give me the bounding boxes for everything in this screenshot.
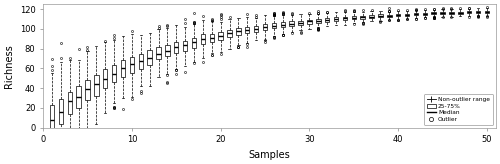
- PathPatch shape: [103, 69, 108, 88]
- PathPatch shape: [307, 20, 312, 24]
- PathPatch shape: [440, 12, 445, 14]
- PathPatch shape: [192, 38, 196, 48]
- PathPatch shape: [94, 75, 98, 95]
- PathPatch shape: [200, 34, 205, 44]
- PathPatch shape: [342, 17, 347, 20]
- PathPatch shape: [325, 18, 330, 22]
- PathPatch shape: [449, 12, 454, 14]
- PathPatch shape: [352, 16, 356, 19]
- PathPatch shape: [138, 54, 143, 69]
- PathPatch shape: [298, 21, 303, 25]
- PathPatch shape: [370, 15, 374, 18]
- Y-axis label: Richness: Richness: [4, 44, 14, 88]
- PathPatch shape: [334, 17, 338, 21]
- X-axis label: Samples: Samples: [248, 150, 290, 160]
- PathPatch shape: [50, 105, 54, 128]
- PathPatch shape: [112, 65, 116, 82]
- PathPatch shape: [467, 11, 471, 13]
- PathPatch shape: [414, 13, 418, 15]
- PathPatch shape: [422, 13, 427, 15]
- PathPatch shape: [254, 26, 258, 32]
- PathPatch shape: [130, 57, 134, 73]
- PathPatch shape: [316, 19, 320, 23]
- PathPatch shape: [68, 92, 72, 114]
- PathPatch shape: [121, 60, 125, 77]
- PathPatch shape: [280, 22, 285, 27]
- PathPatch shape: [210, 34, 214, 42]
- PathPatch shape: [387, 15, 392, 17]
- PathPatch shape: [165, 45, 170, 56]
- PathPatch shape: [148, 50, 152, 65]
- PathPatch shape: [156, 47, 160, 59]
- PathPatch shape: [76, 86, 81, 108]
- PathPatch shape: [245, 27, 250, 33]
- PathPatch shape: [405, 14, 409, 16]
- PathPatch shape: [290, 21, 294, 26]
- PathPatch shape: [174, 41, 178, 53]
- PathPatch shape: [263, 24, 268, 30]
- Legend: Non-outlier range, 25-75%, Median, Outlier: Non-outlier range, 25-75%, Median, Outli…: [424, 94, 493, 125]
- PathPatch shape: [432, 12, 436, 14]
- PathPatch shape: [360, 16, 365, 19]
- PathPatch shape: [218, 32, 223, 40]
- PathPatch shape: [458, 12, 462, 14]
- PathPatch shape: [236, 28, 240, 35]
- PathPatch shape: [58, 99, 63, 124]
- PathPatch shape: [484, 11, 489, 13]
- PathPatch shape: [396, 14, 400, 16]
- PathPatch shape: [476, 11, 480, 13]
- PathPatch shape: [272, 23, 276, 28]
- PathPatch shape: [86, 80, 89, 100]
- PathPatch shape: [183, 41, 188, 51]
- PathPatch shape: [228, 30, 232, 37]
- PathPatch shape: [378, 14, 382, 17]
